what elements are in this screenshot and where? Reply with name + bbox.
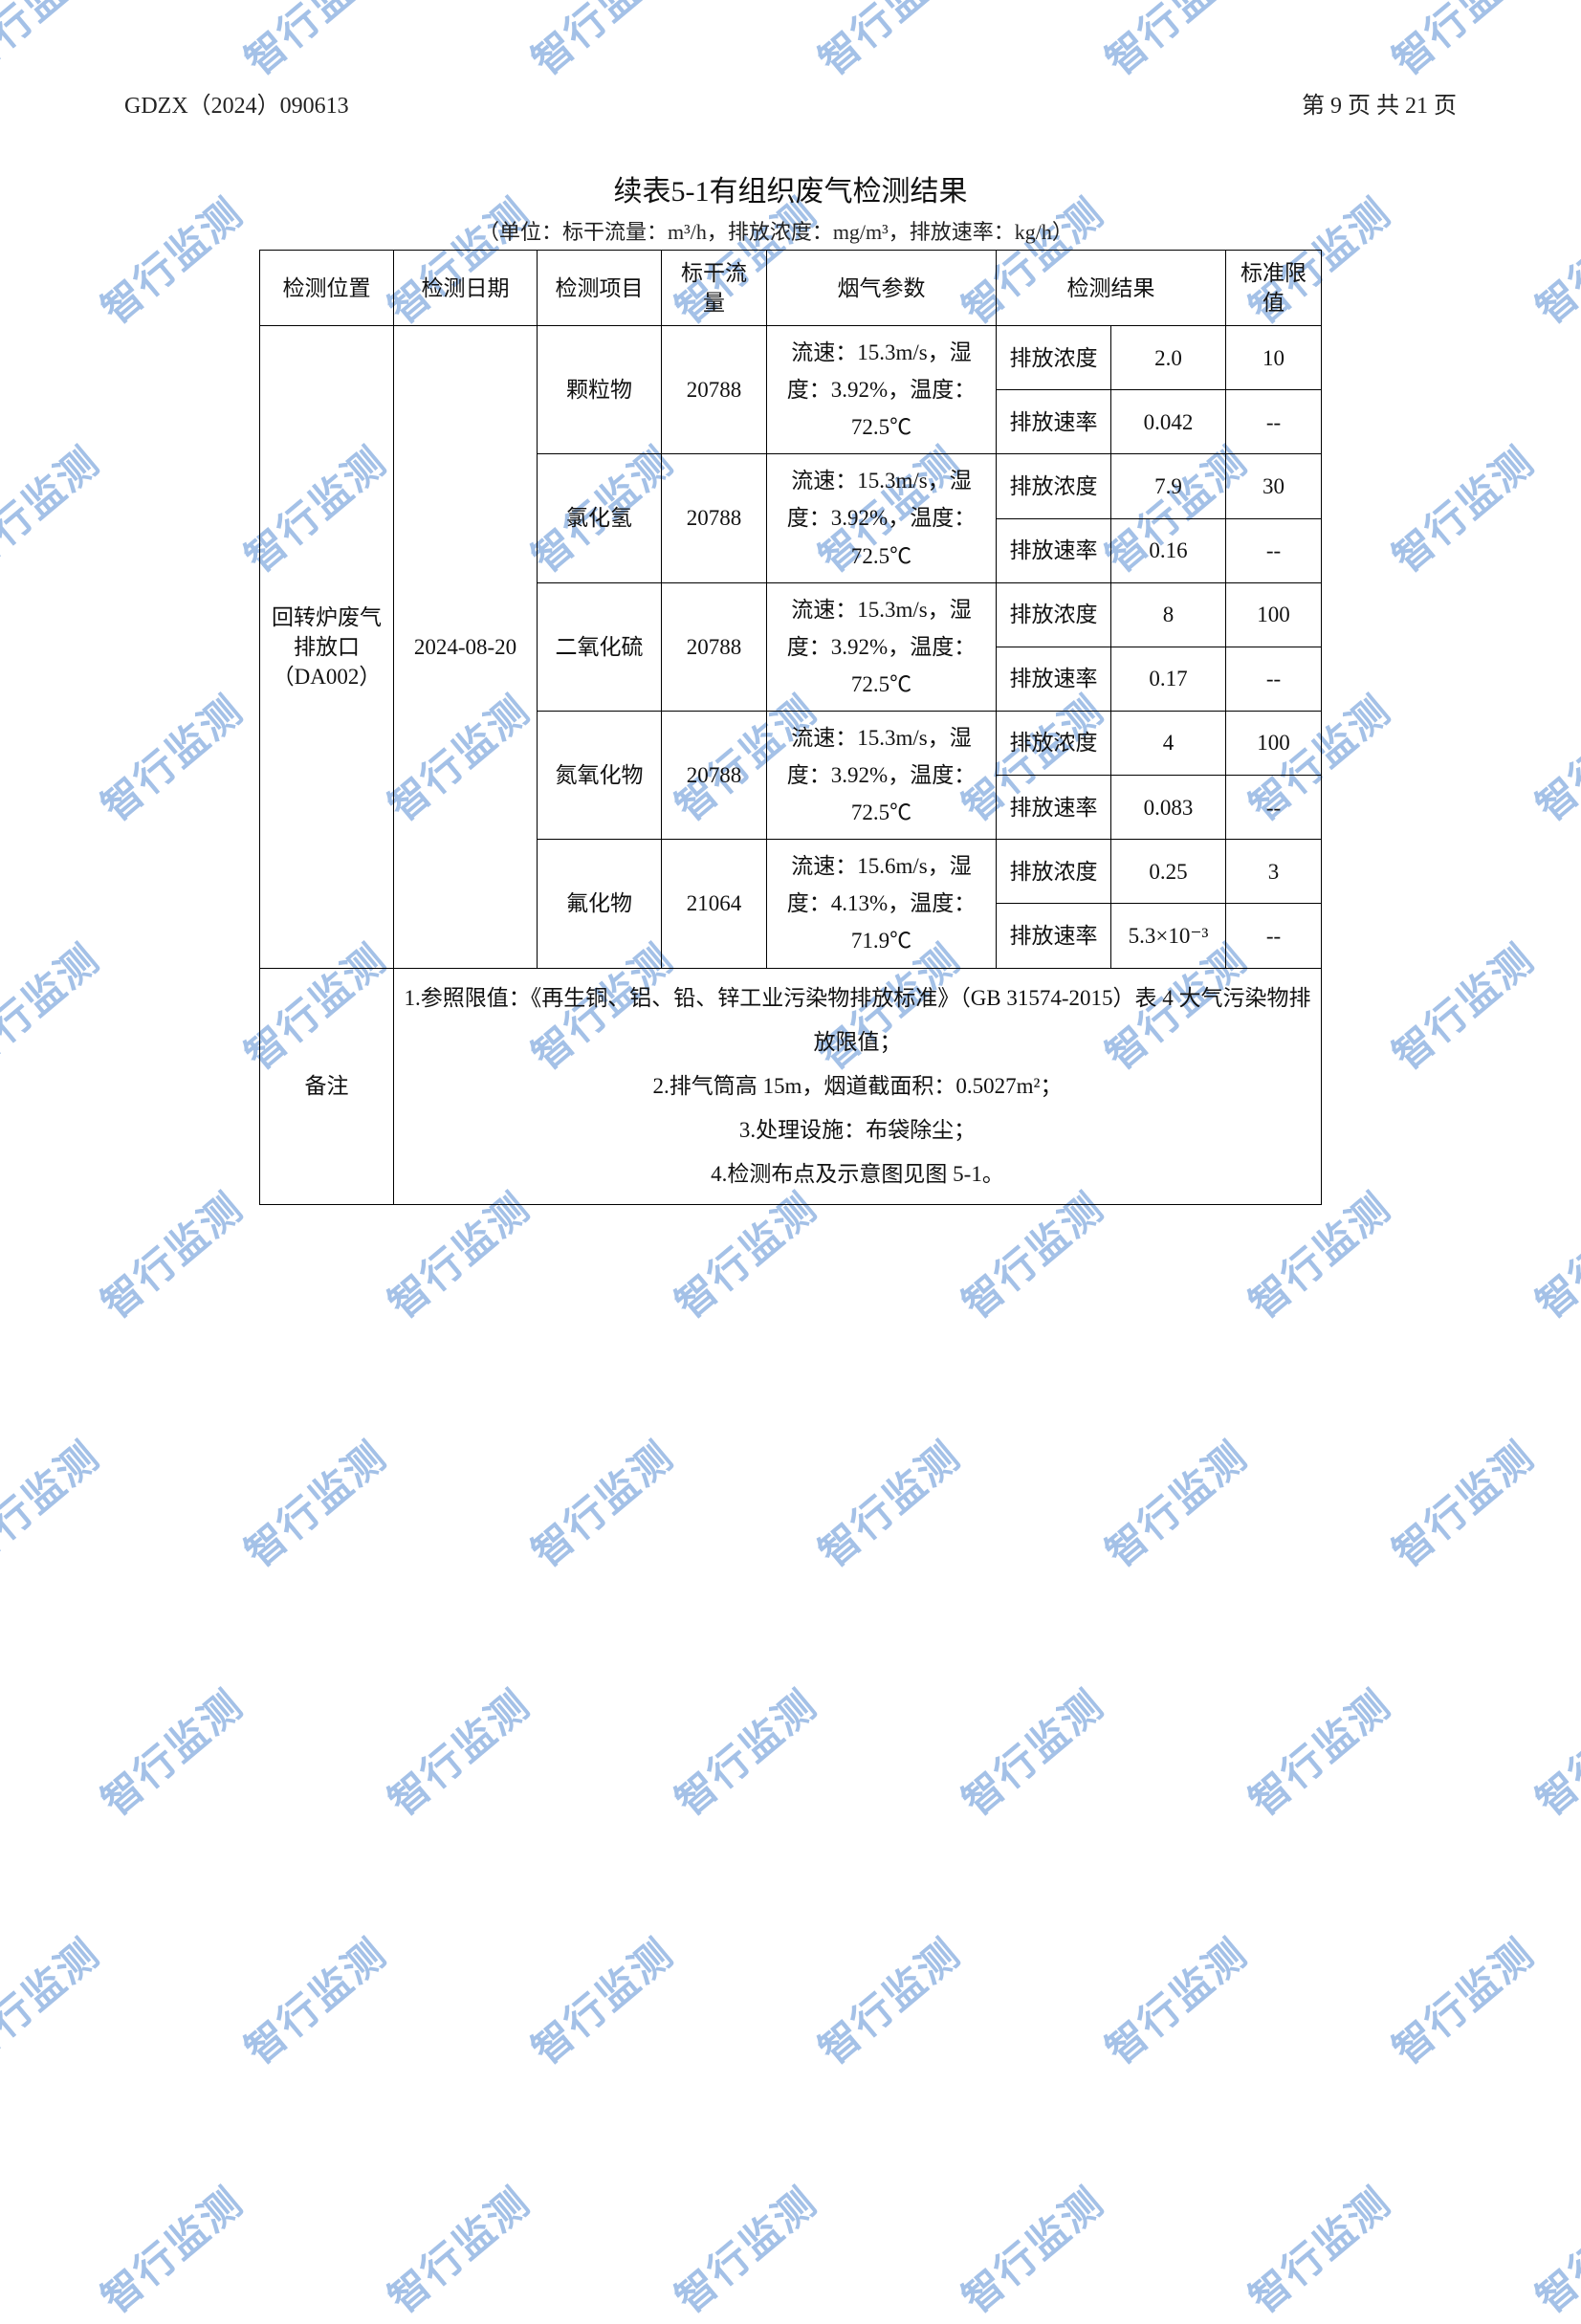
col-location: 检测位置 xyxy=(260,251,394,326)
cell-result-value: 5.3×10⁻³ xyxy=(1111,904,1226,968)
cell-result-label: 排放浓度 xyxy=(997,326,1111,390)
cell-flow: 20788 xyxy=(662,454,767,582)
cell-result-value: 0.16 xyxy=(1111,518,1226,582)
cell-limit: 30 xyxy=(1226,454,1322,518)
cell-item: 颗粒物 xyxy=(538,326,662,454)
watermark-text: 智行监测 xyxy=(1522,2172,1581,2324)
cell-result-label: 排放浓度 xyxy=(997,840,1111,904)
cell-result-label: 排放速率 xyxy=(997,904,1111,968)
cell-item: 氮氧化物 xyxy=(538,711,662,839)
cell-result-label: 排放浓度 xyxy=(997,582,1111,647)
cell-limit: 100 xyxy=(1226,711,1322,775)
cell-result-value: 0.17 xyxy=(1111,647,1226,711)
cell-limit: -- xyxy=(1226,776,1322,840)
watermark-text: 智行监测 xyxy=(517,1426,684,1579)
doc-number: GDZX（2024）090613 xyxy=(124,86,349,120)
watermark-text: 智行监测 xyxy=(374,2172,540,2324)
table-row-notes: 备注1.参照限值：《再生铜、铝、铅、锌工业污染物排放标准》（GB 31574-2… xyxy=(260,968,1322,1204)
cell-limit: 100 xyxy=(1226,582,1322,647)
watermark-text: 智行监测 xyxy=(231,1923,397,2076)
table-units: （单位：标干流量：m³/h，排放浓度：mg/m³，排放速率：kg/h） xyxy=(124,215,1457,246)
watermark-text: 智行监测 xyxy=(0,1923,110,2076)
cell-limit: -- xyxy=(1226,904,1322,968)
cell-param: 流速：15.6m/s，湿度：4.13%，温度：71.9℃ xyxy=(767,840,997,968)
col-param: 烟气参数 xyxy=(767,251,997,326)
table-body: 回转炉废气排放口（DA002）2024-08-20颗粒物20788流速：15.3… xyxy=(260,326,1322,1204)
watermark-text: 智行监测 xyxy=(0,1426,110,1579)
doc-header: GDZX（2024）090613 第 9 页 共 21 页 xyxy=(124,86,1457,120)
cell-param: 流速：15.3m/s，湿度：3.92%，温度：72.5℃ xyxy=(767,454,997,582)
cell-flow: 20788 xyxy=(662,711,767,839)
cell-limit: -- xyxy=(1226,518,1322,582)
col-limit: 标准限值 xyxy=(1226,251,1322,326)
cell-result-label: 排放速率 xyxy=(997,647,1111,711)
cell-result-label: 排放速率 xyxy=(997,518,1111,582)
table-title: 续表5-1有组织废气检测结果 xyxy=(124,167,1457,209)
table-header-row: 检测位置 检测日期 检测项目 标干流量 烟气参数 检测结果 标准限值 xyxy=(260,251,1322,326)
cell-param: 流速：15.3m/s，湿度：3.92%，温度：72.5℃ xyxy=(767,711,997,839)
cell-result-label: 排放速率 xyxy=(997,776,1111,840)
watermark-text: 智行监测 xyxy=(948,2172,1114,2324)
watermark-text: 智行监测 xyxy=(1091,1426,1258,1579)
table-row: 回转炉废气排放口（DA002）2024-08-20颗粒物20788流速：15.3… xyxy=(260,326,1322,390)
cell-item: 氟化物 xyxy=(538,840,662,968)
page-content: GDZX（2024）090613 第 9 页 共 21 页 续表5-1有组织废气… xyxy=(0,0,1581,1205)
note-line: 4.检测布点及示意图见图 5-1。 xyxy=(404,1152,1311,1196)
watermark-text: 智行监测 xyxy=(1378,1426,1545,1579)
col-date: 检测日期 xyxy=(394,251,538,326)
cell-result-label: 排放速率 xyxy=(997,390,1111,454)
watermark-text: 智行监测 xyxy=(804,1426,971,1579)
results-table: 检测位置 检测日期 检测项目 标干流量 烟气参数 检测结果 标准限值 回转炉废气… xyxy=(259,250,1322,1205)
cell-notes: 1.参照限值：《再生铜、铝、铅、锌工业污染物排放标准》（GB 31574-201… xyxy=(394,968,1322,1204)
watermark-text: 智行监测 xyxy=(87,1675,253,1828)
cell-param: 流速：15.3m/s，湿度：3.92%，温度：72.5℃ xyxy=(767,582,997,711)
cell-param: 流速：15.3m/s，湿度：3.92%，温度：72.5℃ xyxy=(767,326,997,454)
cell-result-value: 0.25 xyxy=(1111,840,1226,904)
watermark-text: 智行监测 xyxy=(374,1675,540,1828)
watermark-text: 智行监测 xyxy=(661,2172,827,2324)
watermark-text: 智行监测 xyxy=(517,1923,684,2076)
cell-item: 二氧化硫 xyxy=(538,582,662,711)
cell-limit: 3 xyxy=(1226,840,1322,904)
cell-result-value: 0.042 xyxy=(1111,390,1226,454)
cell-flow: 20788 xyxy=(662,326,767,454)
cell-location: 回转炉废气排放口（DA002） xyxy=(260,326,394,968)
watermark-text: 智行监测 xyxy=(1091,1923,1258,2076)
cell-notes-label: 备注 xyxy=(260,968,394,1204)
note-line: 2.排气筒高 15m，烟道截面积：0.5027m²； xyxy=(404,1064,1311,1108)
cell-result-value: 0.083 xyxy=(1111,776,1226,840)
watermark-text: 智行监测 xyxy=(804,1923,971,2076)
col-flow: 标干流量 xyxy=(662,251,767,326)
page-info: 第 9 页 共 21 页 xyxy=(1302,86,1457,120)
cell-limit: 10 xyxy=(1226,326,1322,390)
watermark-text: 智行监测 xyxy=(1235,2172,1401,2324)
note-line: 3.处理设施：布袋除尘； xyxy=(404,1108,1311,1152)
col-result: 检测结果 xyxy=(997,251,1226,326)
note-line: 1.参照限值：《再生铜、铝、铅、锌工业污染物排放标准》（GB 31574-201… xyxy=(404,976,1311,1064)
cell-result-label: 排放浓度 xyxy=(997,711,1111,775)
watermark-text: 智行监测 xyxy=(1378,1923,1545,2076)
cell-limit: -- xyxy=(1226,647,1322,711)
cell-limit: -- xyxy=(1226,390,1322,454)
watermark-text: 智行监测 xyxy=(1522,1675,1581,1828)
watermark-text: 智行监测 xyxy=(1235,1675,1401,1828)
cell-result-value: 4 xyxy=(1111,711,1226,775)
watermark-text: 智行监测 xyxy=(231,1426,397,1579)
cell-result-label: 排放浓度 xyxy=(997,454,1111,518)
cell-date: 2024-08-20 xyxy=(394,326,538,968)
cell-result-value: 7.9 xyxy=(1111,454,1226,518)
cell-result-value: 8 xyxy=(1111,582,1226,647)
watermark-text: 智行监测 xyxy=(661,1675,827,1828)
cell-flow: 20788 xyxy=(662,582,767,711)
watermark-text: 智行监测 xyxy=(948,1675,1114,1828)
col-item: 检测项目 xyxy=(538,251,662,326)
cell-flow: 21064 xyxy=(662,840,767,968)
cell-result-value: 2.0 xyxy=(1111,326,1226,390)
watermark-text: 智行监测 xyxy=(87,2172,253,2324)
cell-item: 氯化氢 xyxy=(538,454,662,582)
